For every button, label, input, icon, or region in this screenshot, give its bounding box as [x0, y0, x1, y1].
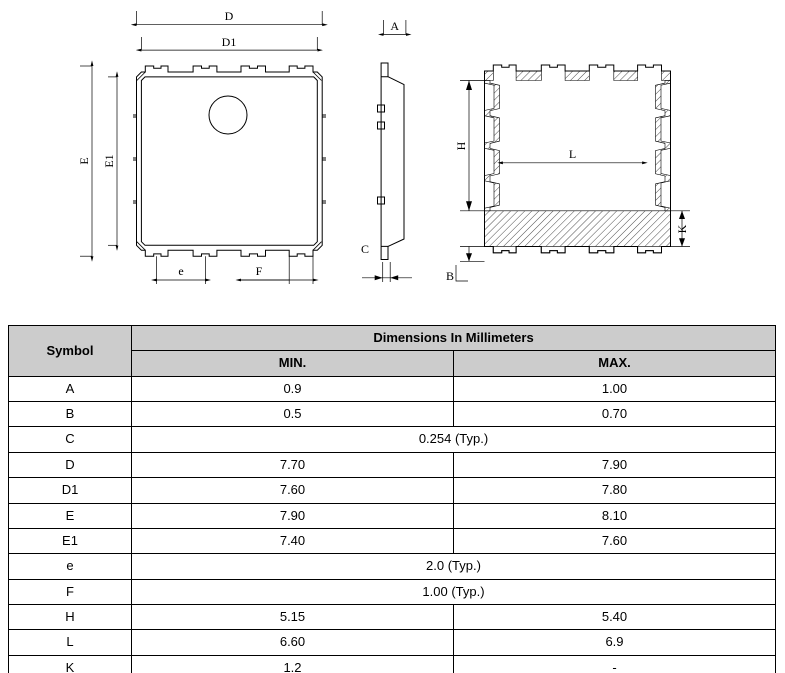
svg-text:D1: D1	[222, 35, 237, 49]
svg-text:D: D	[225, 9, 234, 23]
svg-text:A: A	[390, 19, 399, 33]
svg-text:E1: E1	[102, 154, 116, 167]
svg-text:B: B	[446, 269, 454, 283]
svg-text:e: e	[178, 264, 183, 278]
svg-text:F: F	[256, 264, 263, 278]
svg-text:C: C	[361, 242, 369, 256]
svg-text:L: L	[569, 147, 576, 161]
svg-text:H: H	[454, 141, 468, 150]
svg-text:E: E	[77, 157, 91, 164]
svg-text:K: K	[675, 224, 689, 233]
